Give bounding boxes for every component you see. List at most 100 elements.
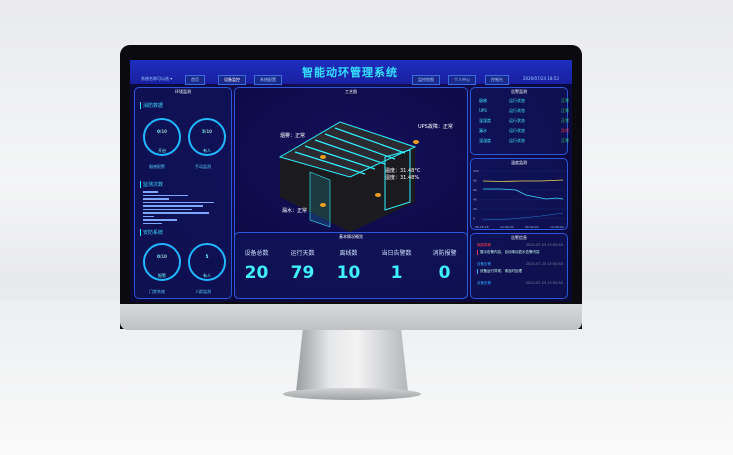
environment-panel: 环境监测 消防数据 0/10 开启 5/10 有人 烟感报警 手动监测 监测次数 安… [134,87,232,299]
series-line [482,212,564,221]
panel-title: 温度监测 [511,160,527,165]
alarm-info-panel: 告警信息 烟感报警 2020-07-23 15:50:50 展示告警内容，自动滚动显… [470,233,568,299]
device-name: UPS [479,108,487,113]
alarm-item[interactable]: 设备告警 2020-07-23 15:50:50 [477,281,563,288]
crowd-gauge: 5 有人 [188,243,226,281]
device-name: 温湿度 [479,138,491,143]
count-bar [143,219,177,221]
system-select[interactable]: 系统名称可以选 ▾ [141,76,173,81]
device-name: 烟感 [479,98,487,103]
count-bar [143,191,158,193]
stat-run-days: 运行天数 79 [290,250,315,283]
device-state: 运行状态 [509,108,525,113]
alarm-type: 设备告警 [477,262,491,266]
panel-title: 工艺图 [345,89,357,94]
device-name: 温湿度 [479,118,491,123]
panel-title: 告警信息 [511,235,527,240]
y-tick-label: 0 [473,217,475,221]
sensor-marker[interactable] [320,203,326,207]
gauge-caption: 门禁系统 [149,289,165,294]
device-state: 运行状态 [509,98,525,103]
nav-profile[interactable]: 个人中心 [448,75,476,85]
nav-map[interactable]: 监控地图 [412,75,440,85]
temperature-panel: 温度监测 100 80 60 40 20 0 00:00:18 12:00:00 00:00:0… [470,158,568,230]
dashboard-screen: 系统名称可以选 ▾ 首页 设备监控 系统配置 智能动环管理系统 监控地图 个人中… [130,60,572,302]
gauge-caption: 人群监测 [195,289,211,294]
alarm-item[interactable]: 烟感报警 2020-07-23 15:50:50 展示告警内容，自动滚动显示告警内容 [477,243,563,255]
manual-gauge: 5/10 有人 [188,118,226,156]
header: 系统名称可以选 ▾ 首页 设备监控 系统配置 智能动环管理系统 监控地图 个人中… [130,60,572,85]
smoke-label: 烟雾：正常 [280,133,306,139]
count-bar [143,194,188,196]
nav-system-config[interactable]: 系统配置 [254,75,282,85]
alarm-type: 烟感报警 [477,243,491,247]
sensor-marker[interactable] [375,193,381,197]
alarm-row: 烟感 运行状态 正常 [479,98,571,104]
datacenter-3d-illustration [278,121,417,232]
alarm-item[interactable]: 设备告警 2020-07-23 15:50:50 设备运行异常，请及时处理 [477,262,563,274]
y-tick-label: 80 [473,179,477,183]
status-badge: 异常 [561,128,569,133]
alarm-text: 设备运行异常，请及时处理 [477,269,563,274]
alarm-time: 2020-07-23 15:50:50 [525,262,563,266]
count-bar [143,215,155,217]
section-title: 消防数据 [140,102,163,109]
panel-title: 环境监测 [175,89,191,94]
device-name: 漏水 [479,128,487,133]
device-state: 运行状态 [509,128,525,133]
monitor-base [283,388,421,400]
gauge-caption: 烟感报警 [149,164,165,169]
alarm-monitor-panel: 告警监测 烟感 运行状态 正常 UPS 运行状态 正常 温湿度 运行状态 正常 漏水 运行状态 异常温… [470,87,571,155]
count-bar [143,222,162,224]
y-tick-label: 100 [473,169,479,173]
nav-home[interactable]: 首页 [185,75,205,85]
alarm-text: 展示告警内容，自动滚动显示告警内容 [477,250,563,255]
alarm-row: 漏水 运行状态 异常 [479,128,571,134]
stat-alarms-today: 当日告警数 1 [381,250,412,283]
series-line [482,179,564,182]
datetime: 2020/07/24 18:53 [523,76,559,81]
stat-offline: 离线数 10 [336,250,361,283]
x-tick-label: 12:00:00 [550,225,564,229]
alarm-row: UPS 运行状态 正常 [479,108,571,114]
nav-console[interactable]: 控制台 [485,75,509,85]
panel-title: 基本情况概览 [339,234,363,239]
monitor-chin [120,304,582,330]
panel-title: 告警监测 [511,89,527,94]
nav-device-monitor[interactable]: 设备监控 [218,75,246,85]
status-badge: 正常 [561,108,569,113]
x-tick-label: 12:00:00 [500,225,514,229]
sensor-marker[interactable] [320,155,326,159]
count-bar [143,208,192,210]
x-tick-label: 00:00:18 [475,225,489,229]
page-title: 智能动环管理系统 [302,66,398,79]
leak-label: 漏水：正常 [282,208,308,214]
count-bar [143,198,170,200]
alarm-row: 温湿度 运行状态 正常 [479,138,571,144]
series-line [483,188,564,200]
device-state: 运行状态 [509,138,525,143]
temperature-chart: 100 80 60 40 20 000:00:18 12:00:00 00:00:00 12:0… [473,169,565,229]
sensor-marker[interactable] [413,140,419,144]
y-tick-label: 60 [473,188,477,192]
section-title: 安防系统 [140,229,163,236]
status-badge: 正常 [561,118,569,123]
ups-label: UPS故障：正常 [418,124,453,130]
section-title: 监测次数 [140,181,163,188]
y-tick-label: 20 [473,207,477,211]
alarm-row: 温湿度 运行状态 正常 [479,118,571,124]
count-bar [143,205,203,207]
count-bar [143,201,215,203]
stat-fire-alarm: 消防报警 0 [432,250,457,283]
status-badge: 正常 [561,98,569,103]
status-badge: 正常 [561,138,569,143]
stat-device-total: 设备总数 20 [244,250,269,283]
temperature-label: 温度：31.48°C [385,168,421,174]
overview-panel: 基本情况概览 [234,232,468,299]
smoke-gauge: 0/10 开启 [143,118,181,156]
monitor-stand [296,330,408,392]
y-tick-label: 40 [473,198,477,202]
gauge-caption: 手动监测 [195,164,211,169]
x-tick-label: 00:00:00 [525,225,539,229]
alarm-time: 2020-07-23 15:50:50 [525,281,563,285]
